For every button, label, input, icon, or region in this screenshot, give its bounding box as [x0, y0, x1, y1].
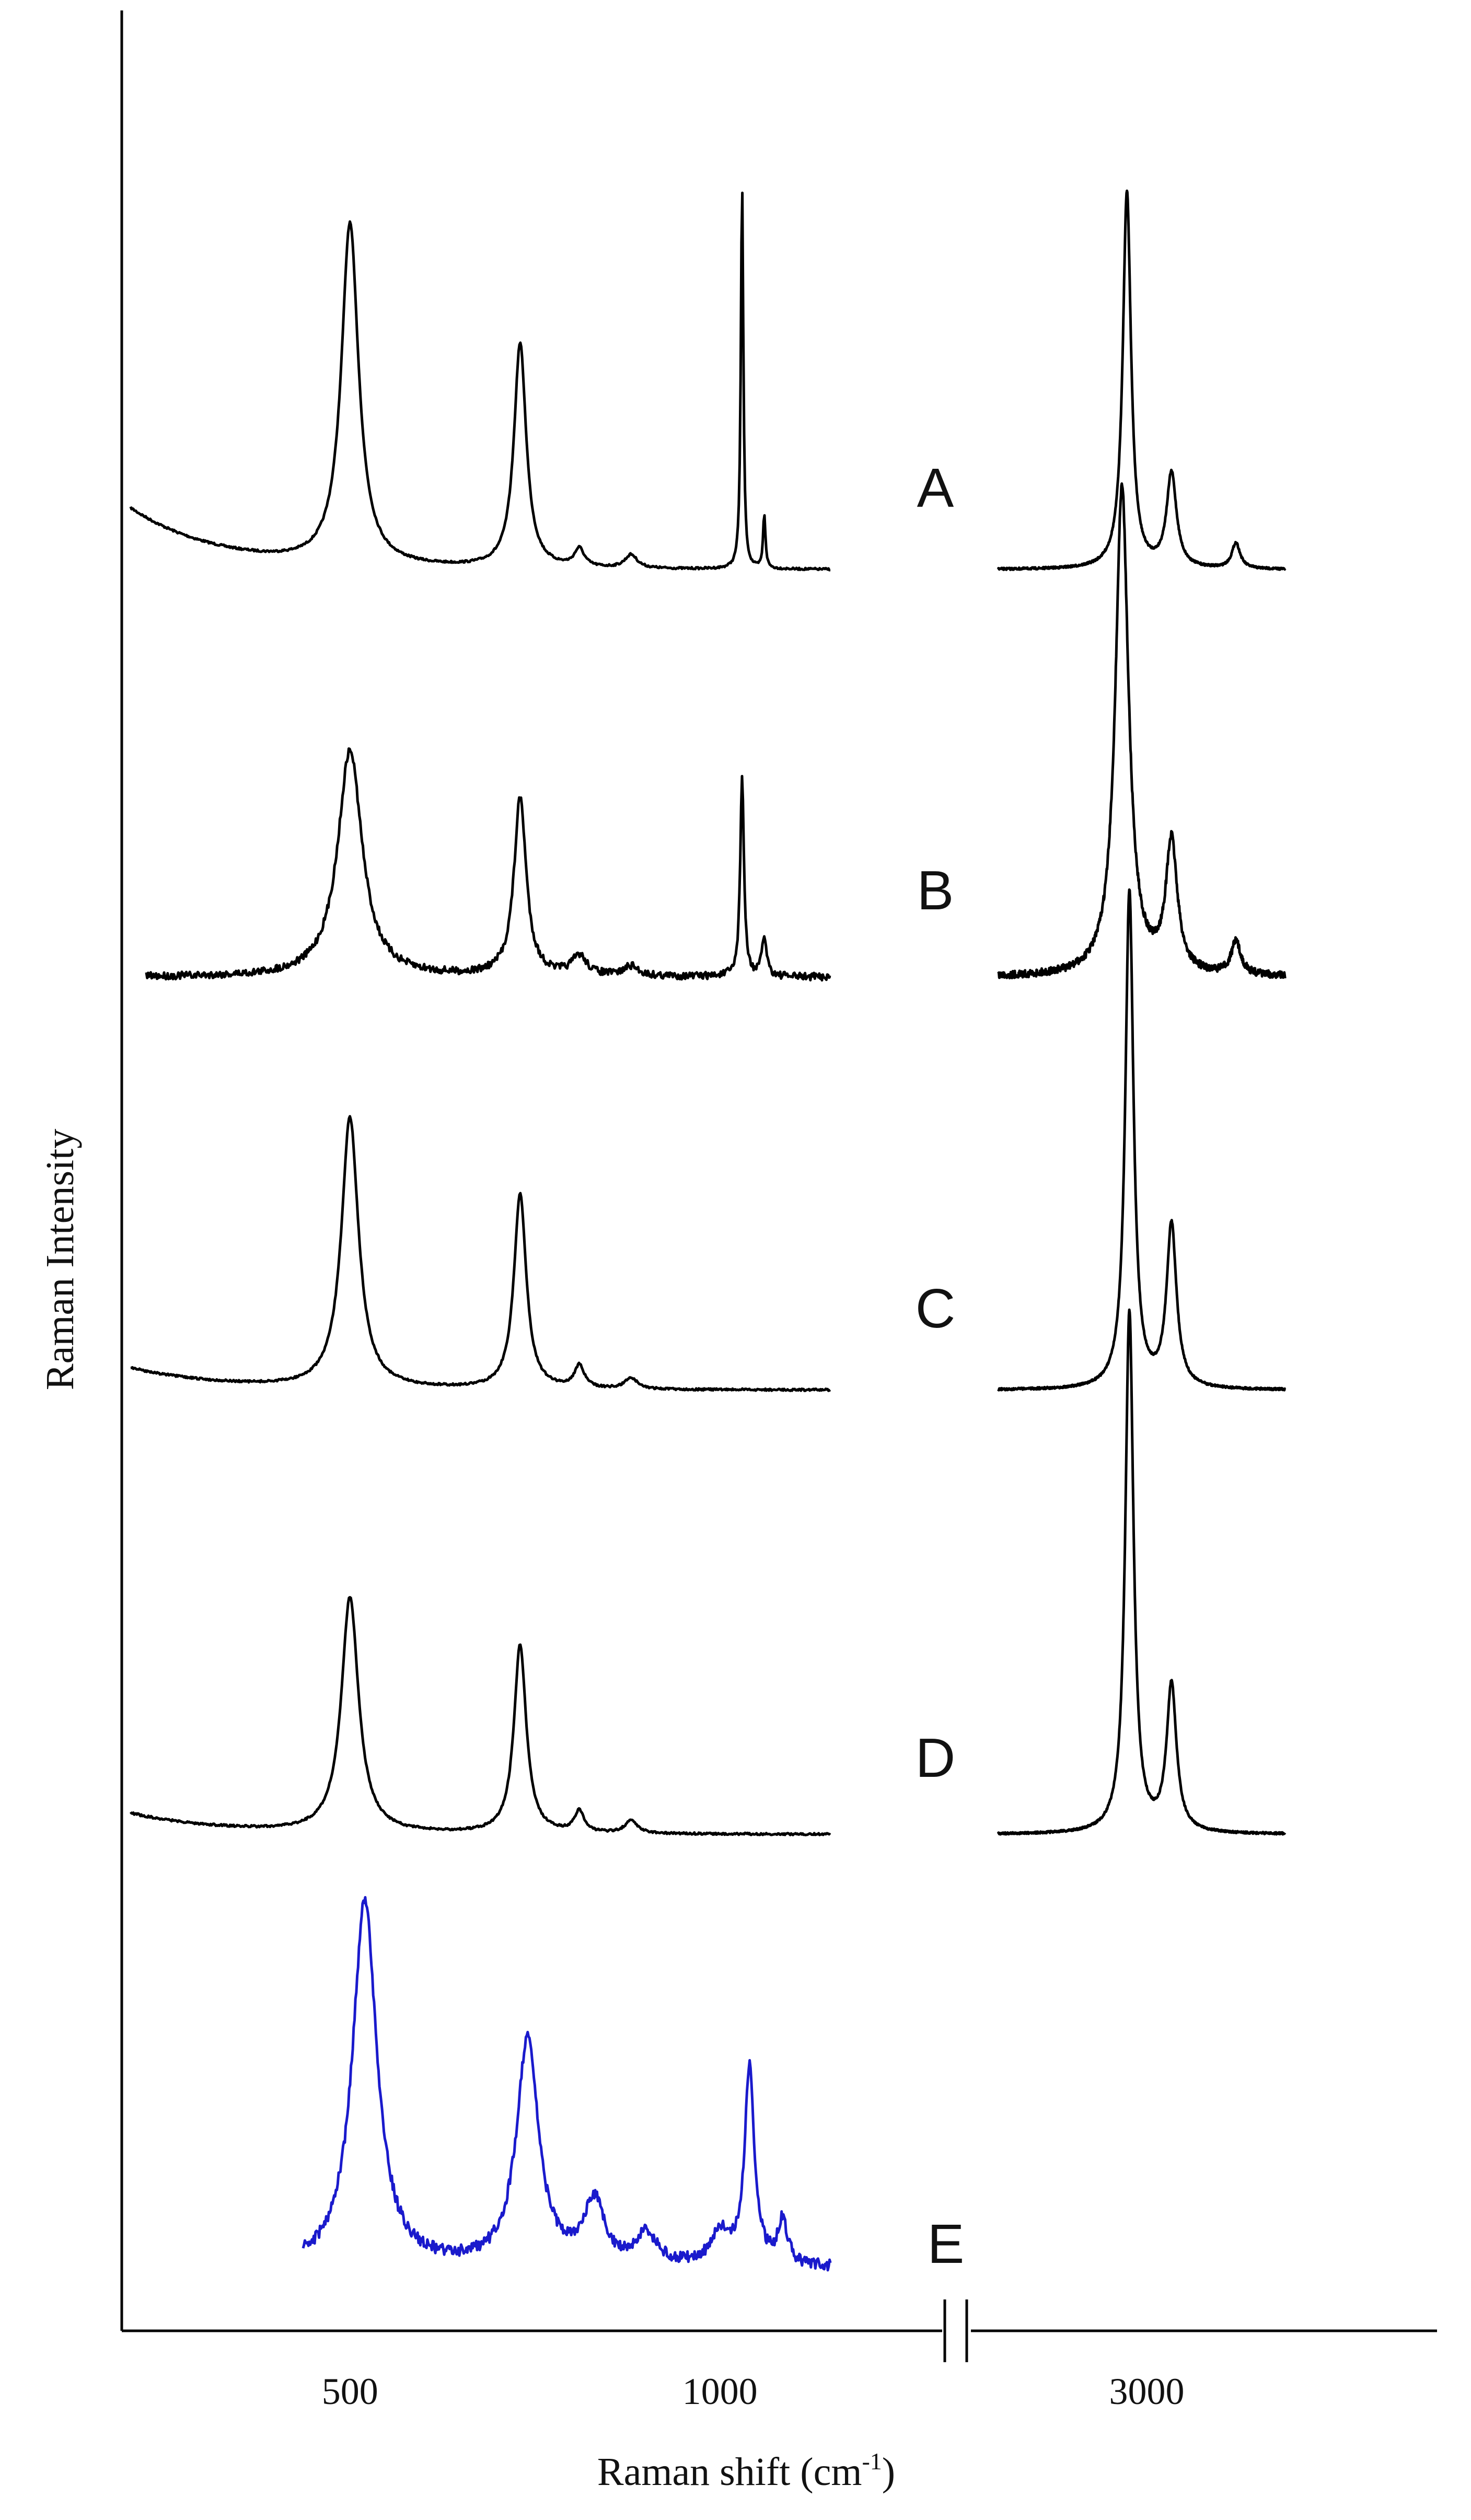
spectrum-line-A-high [997, 189, 1287, 571]
y-axis-label: Raman Intensity [38, 1129, 82, 1390]
spectrum-line-B-low [145, 747, 831, 982]
spectrum-line-E-low [302, 1896, 832, 2272]
spectra-group [129, 189, 1287, 2272]
x-tick-label: 3000 [1109, 2371, 1184, 2412]
series-labels: A B C D E [916, 457, 965, 2275]
tick-labels: 500 1000 3000 [322, 2371, 1185, 2412]
spectrum-line-C-low [130, 1115, 831, 1392]
series-label-E: E [928, 2213, 965, 2275]
x-axis-label: Raman shift (cm-1) [597, 2448, 895, 2494]
series-label-C: C [916, 1278, 956, 1339]
x-tick-label: 1000 [682, 2371, 758, 2412]
spectrum-line-B-high [997, 482, 1287, 980]
spectrum-line-D-low [129, 1596, 831, 1836]
series-label-D: D [916, 1727, 956, 1789]
spectrum-line-D-high [997, 1308, 1287, 1836]
x-tick-label: 500 [322, 2371, 378, 2412]
spectrum-line-C-high [997, 888, 1287, 1392]
series-label-A: A [917, 457, 954, 519]
axes [120, 10, 1437, 2362]
spectrum-line-A-low [129, 191, 831, 572]
series-label-B: B [917, 860, 954, 921]
